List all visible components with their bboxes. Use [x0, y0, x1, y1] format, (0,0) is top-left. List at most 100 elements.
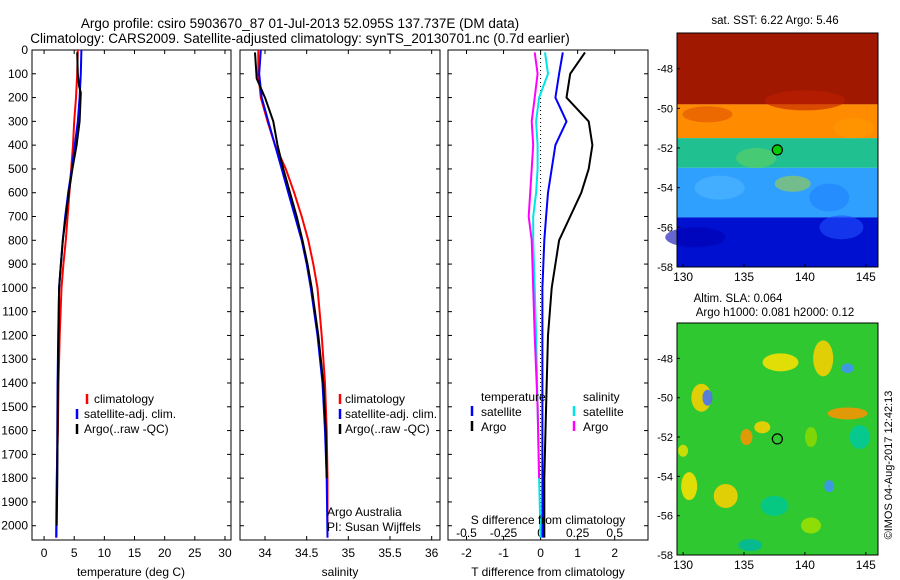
sst-texture	[736, 147, 777, 168]
temperature-x-tick-label: 15	[128, 546, 142, 560]
t-difference-axis-label: T difference from climatology	[471, 565, 625, 579]
depth-tick-label: 1800	[1, 471, 28, 485]
differences-x-tick-label: -2	[461, 546, 472, 560]
salinity-legend: climatology satellite-adj. clim. Argo(..…	[338, 392, 437, 436]
pi-name-label: PI: Susan Wijffels	[327, 520, 421, 534]
diff-s-tick-label: -0.5	[456, 526, 477, 540]
map-lat-tick-label: -56	[657, 511, 673, 523]
depth-tick-label: 1000	[1, 281, 28, 295]
sla-texture	[740, 429, 753, 446]
sst-map: sat. SST: 6.22 Argo: 5.46 130 135 140 145 -4…	[657, 15, 879, 284]
figure-title-line1: Argo profile: csiro 5903670_87 01-Jul-20…	[81, 16, 519, 31]
figure-title-line2: Climatology: CARS2009. Satellite-adjuste…	[30, 31, 570, 46]
depth-tick-label: 900	[8, 257, 28, 271]
sla-texture	[678, 444, 689, 457]
sla-texture	[841, 363, 854, 374]
map-lat-tick-label: -58	[657, 262, 673, 274]
temperature-x-tick-label: 30	[218, 546, 232, 560]
salinity-x-tick-label: 35.5	[378, 546, 402, 560]
sla-texture	[813, 340, 834, 377]
sst-texture	[694, 175, 745, 200]
map-lat-tick-label: -50	[657, 393, 673, 405]
diff-legend-sal-argo: Argo	[583, 420, 609, 434]
diff-legend-sal-satellite: satellite	[583, 405, 624, 419]
temperature-plot-frame	[31, 49, 232, 541]
sst-texture	[819, 215, 864, 240]
depth-tick-label: 2000	[1, 519, 28, 533]
sst-color-band	[677, 33, 878, 105]
difference-legend: temperature salinity satellite Argo sate…	[470, 390, 624, 434]
map-lat-tick-label: -50	[657, 103, 673, 115]
sla-texture	[805, 427, 817, 448]
map-lat-tick-label: -56	[657, 222, 673, 234]
argo-float-marker	[771, 144, 783, 156]
sst-texture	[665, 227, 726, 248]
differences-x-tick-label: 2	[611, 546, 618, 560]
depth-tick-label: 1300	[1, 352, 28, 366]
diff-s-tick-label: 0.25	[566, 526, 590, 540]
sst-texture	[682, 106, 733, 123]
depth-tick-label: 300	[8, 114, 28, 128]
salinity-x-tick-label: 36	[425, 546, 439, 560]
diff-legend-temperature-header: temperature	[481, 390, 546, 404]
map-lon-tick-label: 130	[673, 270, 693, 284]
temperature-legend-argo: Argo(..raw -QC)	[84, 422, 169, 436]
sst-texture	[764, 90, 845, 111]
differences-x-tick-label: -1	[498, 546, 509, 560]
temperature-x-tick-label: 25	[188, 546, 202, 560]
diff-legend-salinity-header: salinity	[583, 390, 620, 404]
map-lat-tick-label: -54	[657, 471, 673, 483]
sla-texture	[849, 425, 870, 450]
diff-s-tick-label: -0.25	[490, 526, 518, 540]
temperature-series-argo-raw-qc-	[55, 52, 82, 526]
sst-texture	[833, 118, 874, 139]
sla-texture	[760, 495, 789, 516]
differences-series-temperature-satellite	[541, 52, 568, 538]
depth-tick-label: 500	[8, 162, 28, 176]
sla-map-frame	[676, 322, 879, 556]
sla-texture	[738, 539, 763, 552]
s-difference-axis-label: S difference from climatology	[471, 513, 626, 527]
temperature-x-tick-label: 10	[98, 546, 112, 560]
sla-texture	[713, 484, 738, 509]
differences-x-tick-label: 0	[537, 546, 544, 560]
sla-texture	[762, 353, 799, 372]
map-lon-tick-label: 145	[856, 558, 876, 572]
map-lat-tick-label: -58	[657, 550, 673, 562]
map-lon-tick-label: 130	[673, 558, 693, 572]
temperature-legend-climatology: climatology	[94, 392, 154, 406]
argo-float-marker	[771, 433, 783, 445]
depth-tick-label: 1600	[1, 424, 28, 438]
depth-tick-label: 1900	[1, 495, 28, 509]
depth-tick-label: 400	[8, 138, 28, 152]
sla-map-title-line1: Altim. SLA: 0.064	[694, 293, 783, 305]
temperature-x-tick-label: 0	[41, 546, 48, 560]
depth-tick-label: 200	[8, 91, 28, 105]
salinity-plot-frame	[239, 49, 441, 541]
argo-australia-label: Argo Australia	[327, 505, 402, 519]
diff-legend-temp-satellite: satellite	[481, 405, 522, 419]
differences-x-tick-label: 1	[574, 546, 581, 560]
differences-series-temperature-argo	[543, 51, 594, 538]
sst-texture	[809, 183, 850, 212]
salinity-x-tick-label: 34.5	[295, 546, 319, 560]
depth-tick-label: 0	[21, 43, 28, 57]
temperature-x-tick-label: 20	[158, 546, 172, 560]
map-lat-tick-label: -54	[657, 183, 673, 195]
map-lon-tick-label: 140	[795, 270, 815, 284]
sla-texture	[824, 480, 835, 493]
map-lat-tick-label: -48	[657, 64, 673, 76]
sla-texture	[754, 421, 771, 434]
depth-tick-label: 100	[8, 67, 28, 81]
sla-texture	[681, 472, 698, 501]
salinity-legend-climatology: climatology	[345, 392, 405, 406]
sst-texture	[774, 175, 811, 192]
map-lat-tick-label: -48	[657, 353, 673, 365]
diff-legend-temp-argo: Argo	[481, 420, 507, 434]
salinity-x-tick-label: 34	[258, 546, 272, 560]
salinity-legend-satellite: satellite-adj. clim.	[345, 407, 437, 421]
difference-profile-chart: -2 -1 0 1 2-0.5 -0.25 0 0.25 0.5 S difference fr…	[447, 49, 649, 579]
salinity-legend-argo: Argo(..raw -QC)	[345, 422, 430, 436]
temperature-legend: climatology satellite-adj. clim. Argo(..…	[75, 392, 176, 436]
